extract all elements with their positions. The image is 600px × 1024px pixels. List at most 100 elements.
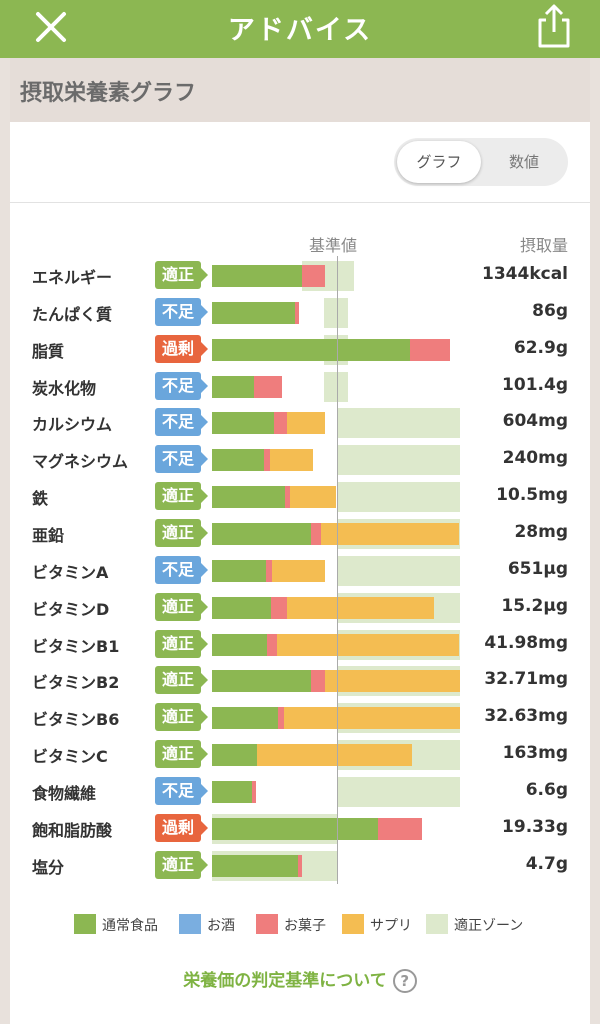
intake-value: 604mg — [502, 411, 568, 432]
status-badge: 適正 — [155, 629, 208, 658]
bar-segment-snack — [410, 338, 450, 361]
bar-segment-food — [212, 633, 267, 656]
intake-value: 28mg — [514, 521, 568, 542]
reference-line — [337, 256, 338, 884]
bar-segment-snack — [302, 265, 325, 287]
nutrient-name: ビタミンB2 — [32, 673, 120, 693]
intake-value: 32.63mg — [484, 706, 568, 727]
intake-bar — [212, 522, 459, 545]
status-badge: 不足 — [155, 297, 208, 326]
intake-bar — [212, 338, 450, 361]
bar-segment-food — [212, 596, 271, 619]
intake-value: 163mg — [502, 743, 568, 764]
bar-segment-snack — [267, 633, 277, 656]
bar-segment-snack — [271, 596, 287, 619]
status-badge: 適正 — [155, 666, 208, 695]
nutrient-name: 亜鉛 — [32, 525, 65, 545]
optimal-zone — [337, 482, 460, 513]
bar-segment-food — [212, 707, 278, 730]
criteria-link[interactable]: 栄養価の判定基準について? — [0, 966, 600, 993]
status-badge: 不足 — [155, 555, 208, 584]
section-title: 摂取栄養素グラフ — [20, 81, 197, 106]
optimal-zone — [337, 776, 460, 807]
bar-segment-food — [212, 375, 254, 398]
nutrient-row: 食物繊維 不足 6.6g — [0, 773, 600, 810]
status-badge: 適正 — [155, 482, 208, 511]
nutrient-row: たんぱく質 不足 86g — [0, 294, 600, 331]
intake-value: 240mg — [502, 448, 568, 469]
intake-value: 41.98mg — [484, 632, 568, 653]
bar-segment-food — [212, 486, 285, 509]
criteria-link-text[interactable]: 栄養価の判定基準について — [183, 971, 387, 991]
nutrient-row: ビタミンB1 適正 41.98mg — [0, 626, 600, 663]
bar-segment-food — [212, 744, 257, 767]
optimal-zone — [337, 555, 460, 586]
status-badge: 適正 — [155, 703, 208, 732]
close-icon[interactable] — [30, 6, 74, 50]
bar-segment-food — [212, 412, 274, 435]
intake-bar — [212, 486, 336, 509]
status-badge: 適正 — [155, 850, 208, 879]
legend-label: サプリ — [370, 918, 412, 934]
status-badge: 不足 — [155, 371, 208, 400]
nutrient-row: 鉄 適正 10.5mg — [0, 478, 600, 515]
intake-bar — [212, 596, 434, 619]
optimal-zone — [324, 297, 348, 328]
bar-segment-food — [212, 522, 311, 545]
intake-bar — [212, 559, 325, 582]
status-badge: 不足 — [155, 776, 208, 805]
intake-value: 1344kcal — [482, 264, 568, 284]
nutrient-name: 飽和脂肪酸 — [32, 820, 113, 840]
intake-bar — [212, 375, 282, 398]
nutrient-name: ビタミンA — [32, 562, 109, 582]
intake-value: 101.4g — [502, 374, 568, 395]
bar-segment-snack — [254, 375, 282, 398]
intake-value: 19.33g — [502, 816, 568, 837]
bar-segment-snack — [264, 449, 270, 472]
nutrient-row: 飽和脂肪酸 過剰 19.33g — [0, 810, 600, 847]
nutrient-row: ビタミンB6 適正 32.63mg — [0, 699, 600, 736]
bar-segment-snack — [311, 522, 321, 545]
nutrient-name: マグネシウム — [32, 452, 129, 472]
intake-value: 10.5mg — [496, 485, 568, 506]
bar-segment-snack — [278, 707, 284, 730]
legend-swatch — [179, 914, 201, 934]
status-badge: 不足 — [155, 408, 208, 437]
share-icon[interactable] — [530, 2, 578, 50]
intake-value: 4.7g — [525, 853, 568, 874]
nutrient-name: カルシウム — [32, 415, 113, 435]
legend-swatch — [426, 914, 448, 934]
optimal-zone — [337, 408, 460, 439]
status-badge: 適正 — [155, 261, 208, 289]
tab-numbers[interactable]: 数値 — [508, 153, 539, 171]
bar-segment-snack — [378, 817, 422, 840]
optimal-zone — [324, 371, 348, 402]
divider — [10, 202, 590, 203]
bar-segment-snack — [274, 412, 287, 435]
tab-graph[interactable]: グラフ — [397, 141, 481, 183]
bar-segment-supplement — [257, 744, 412, 767]
intake-value: 15.2μg — [501, 595, 568, 616]
intake-bar — [212, 780, 256, 803]
bar-segment-supplement — [277, 633, 459, 656]
nutrient-row: マグネシウム 不足 240mg — [0, 441, 600, 478]
nutrient-name: 鉄 — [32, 489, 49, 509]
nutrient-name: 食物繊維 — [32, 783, 97, 803]
status-badge: 適正 — [155, 592, 208, 621]
bar-segment-food — [212, 338, 410, 361]
nutrient-name: 塩分 — [32, 857, 65, 877]
intake-value: 651μg — [507, 558, 568, 579]
nutrient-name: 炭水化物 — [32, 378, 97, 398]
help-icon[interactable]: ? — [392, 969, 417, 993]
intake-bar — [212, 817, 422, 840]
nutrient-row: 炭水化物 不足 101.4g — [0, 368, 600, 405]
page-title: アドバイス — [227, 15, 373, 46]
nutrient-row: カルシウム 不足 604mg — [0, 404, 600, 441]
intake-bar — [212, 265, 325, 287]
view-toggle: グラフ 数値 — [394, 138, 568, 186]
nutrient-name: ビタミンC — [32, 747, 108, 767]
intake-bar — [212, 449, 313, 472]
bar-segment-supplement — [270, 449, 313, 472]
nutrient-row: 塩分 適正 4.7g — [0, 847, 600, 884]
bar-segment-food — [212, 817, 378, 840]
